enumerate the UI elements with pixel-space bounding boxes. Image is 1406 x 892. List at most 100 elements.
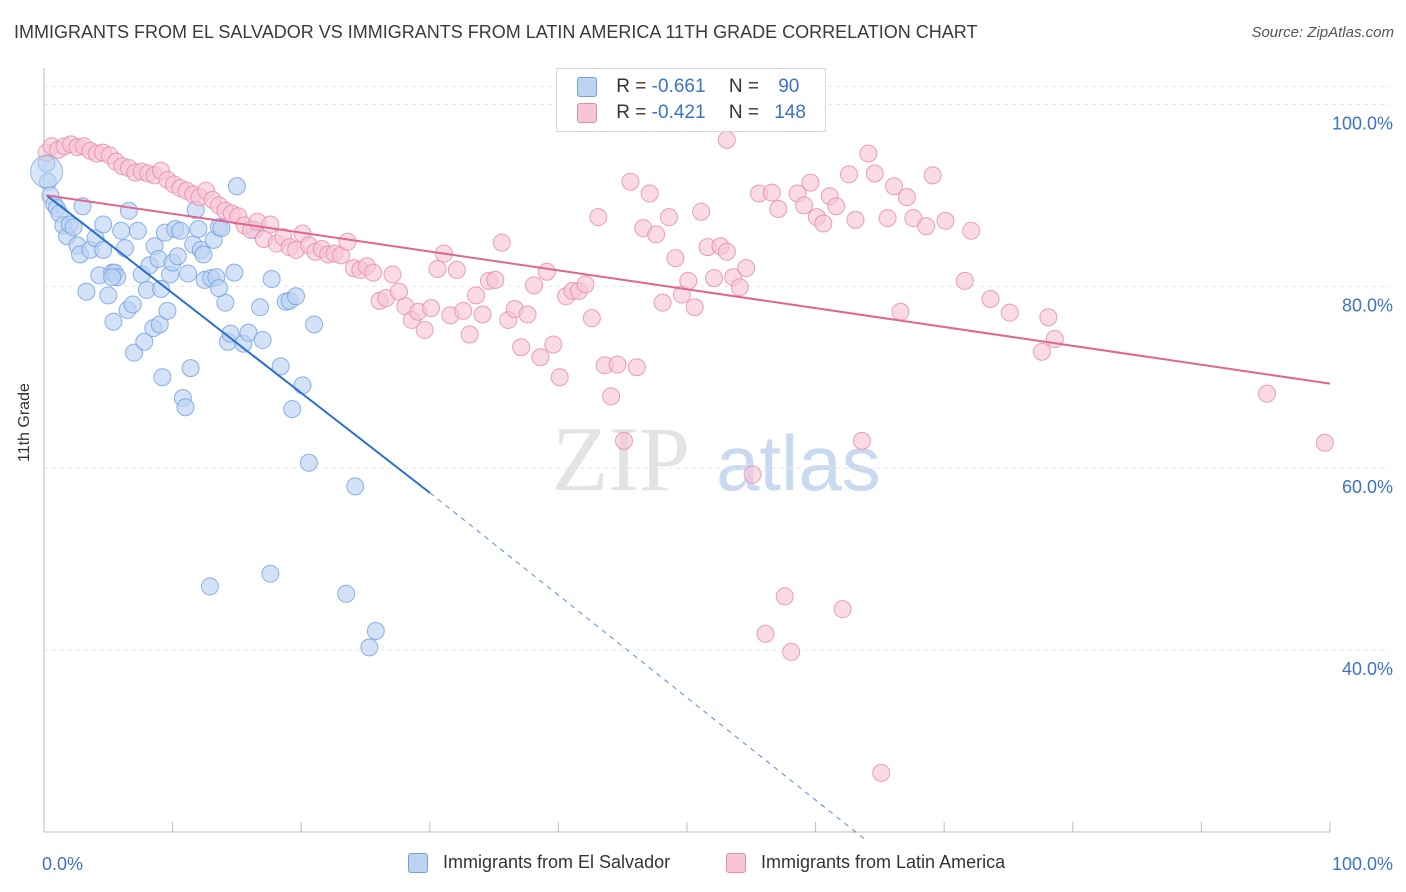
data-point-el-salvador	[366, 621, 385, 640]
data-point-el-salvador	[176, 398, 195, 417]
data-point-latin-america	[486, 270, 505, 289]
data-point-latin-america	[685, 298, 704, 317]
data-point-latin-america	[666, 249, 685, 268]
data-point-latin-america	[737, 259, 756, 278]
data-point-latin-america	[923, 166, 942, 185]
data-point-latin-america	[827, 197, 846, 216]
series-legend-latin-america: Immigrants from Latin America	[726, 852, 1005, 876]
data-point-latin-america	[705, 269, 724, 288]
data-point-latin-america	[338, 232, 357, 251]
data-point-latin-america	[261, 215, 280, 234]
data-point-latin-america	[795, 196, 814, 215]
data-point-latin-america	[473, 305, 492, 324]
legend-n-label: N =	[728, 102, 759, 123]
data-point-el-salvador	[104, 312, 123, 331]
data-point-el-salvador	[94, 240, 113, 259]
data-point-el-salvador	[128, 221, 147, 240]
trend-line-latin-america	[46, 194, 1331, 385]
legend-n-label: N =	[728, 76, 759, 97]
data-point-latin-america	[891, 302, 910, 321]
data-point-latin-america	[717, 130, 736, 149]
legend-r-label: R =	[616, 102, 647, 123]
data-point-latin-america	[801, 173, 820, 192]
trend-line-extension	[429, 492, 868, 842]
watermark-atlas: atlas	[716, 419, 881, 507]
data-point-latin-america	[647, 225, 666, 244]
data-point-el-salvador	[189, 219, 208, 238]
data-point-latin-america	[621, 172, 640, 191]
data-point-latin-america	[962, 221, 981, 240]
data-point-latin-america	[447, 260, 466, 279]
data-point-latin-america	[627, 358, 646, 377]
data-point-latin-america	[730, 278, 749, 297]
legend-r-value: -0.421	[651, 102, 706, 123]
legend-n-value: 90	[778, 76, 800, 97]
data-point-latin-america	[936, 211, 955, 230]
data-point-latin-america	[840, 165, 859, 184]
y-tick-label: 40.0%	[1342, 659, 1393, 679]
y-tick-label: 60.0%	[1342, 477, 1393, 497]
data-point-latin-america	[454, 301, 473, 320]
data-point-latin-america	[518, 305, 537, 324]
legend-row-el-salvador: R = -0.661 N = 90	[577, 76, 799, 100]
data-point-latin-america	[428, 260, 447, 279]
x-tick-label: 0.0%	[42, 854, 83, 874]
data-point-latin-america	[814, 214, 833, 233]
data-point-latin-america	[364, 263, 383, 282]
data-point-latin-america	[885, 177, 904, 196]
data-point-latin-america	[1039, 308, 1058, 327]
data-point-el-salvador	[119, 201, 138, 220]
data-point-el-salvador	[212, 219, 231, 238]
data-point-el-salvador	[168, 247, 187, 266]
data-point-latin-america	[524, 276, 543, 295]
source-label: Source: ZipAtlas.com	[1251, 24, 1394, 41]
data-point-el-salvador	[194, 245, 213, 264]
gridlines	[44, 85, 1390, 651]
data-point-latin-america	[859, 144, 878, 163]
data-point-latin-america	[608, 355, 627, 374]
data-point-el-salvador	[337, 584, 356, 603]
data-point-latin-america	[692, 202, 711, 221]
data-point-latin-america	[383, 265, 402, 284]
data-point-el-salvador	[360, 638, 379, 657]
data-point-el-salvador	[153, 368, 172, 387]
data-point-el-salvador	[225, 263, 244, 282]
data-point-latin-america	[582, 309, 601, 328]
series-swatch-blue	[408, 853, 428, 874]
data-point-latin-america	[550, 368, 569, 387]
data-point-latin-america	[897, 188, 916, 207]
data-point-latin-america	[589, 208, 608, 227]
stats-legend: R = -0.661 N = 90 R = -0.421 N = 148	[556, 68, 826, 132]
data-point-latin-america	[756, 624, 775, 643]
data-point-el-salvador	[200, 577, 219, 596]
data-point-el-salvador	[150, 315, 169, 334]
data-point-el-salvador	[346, 477, 365, 496]
legend-row-latin-america: R = -0.421 N = 148	[577, 102, 806, 126]
data-point-latin-america	[415, 320, 434, 339]
data-point-el-salvador	[77, 282, 96, 301]
data-point-el-salvador	[253, 330, 272, 349]
data-point-el-salvador	[64, 218, 83, 237]
data-point-latin-america	[762, 183, 781, 202]
y-tick-label: 80.0%	[1342, 295, 1393, 315]
data-point-el-salvador	[227, 177, 246, 196]
legend-swatch-blue	[577, 76, 597, 97]
data-point-latin-america	[640, 184, 659, 203]
legend-r-value: -0.661	[651, 76, 706, 97]
data-point-latin-america	[917, 217, 936, 236]
data-point-el-salvador	[209, 279, 228, 298]
data-point-latin-america	[865, 164, 884, 183]
data-point-latin-america	[659, 208, 678, 227]
data-point-el-salvador	[152, 280, 171, 299]
data-point-el-salvador	[103, 268, 122, 287]
data-point-latin-america	[460, 325, 479, 344]
data-point-el-salvador	[158, 301, 177, 320]
data-point-el-salvador	[283, 400, 302, 419]
data-point-latin-america	[852, 431, 871, 450]
data-point-latin-america	[576, 275, 595, 294]
data-point-latin-america	[717, 242, 736, 261]
data-point-el-salvador	[251, 298, 270, 317]
watermark-zip: ZIP	[552, 408, 690, 510]
data-point-latin-america	[602, 387, 621, 406]
